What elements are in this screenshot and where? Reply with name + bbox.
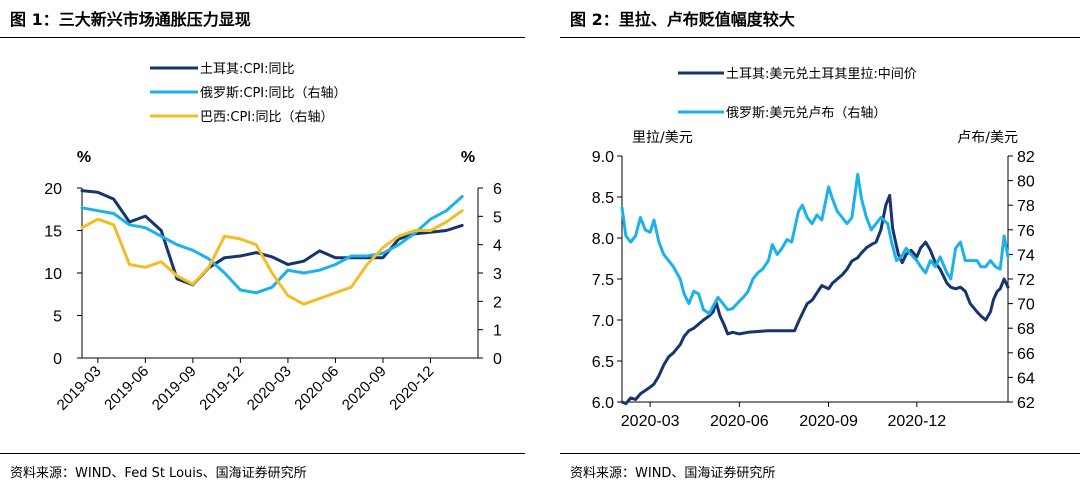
left-tick-label: 15 (44, 224, 62, 241)
right-tick-label: 5 (493, 209, 502, 226)
x-tick-label: 2020-03 (244, 363, 295, 414)
figure-2-chart: 里拉/美元 卢布/美元 6.0 6.5 7.0 7.5 8.0 8.5 9.0 62 64 66 68 7… (592, 67, 1035, 430)
right-tick-label: 4 (493, 238, 502, 255)
right-tick-label: 82 (1017, 149, 1035, 166)
left-tick-label: 6.0 (592, 395, 614, 412)
right-tick-label: 72 (1017, 272, 1035, 289)
right-tick-label: 1 (493, 323, 502, 340)
right-tick-label: 64 (1017, 370, 1035, 387)
right-tick-label: 6 (493, 181, 502, 198)
figure-2-bottom-rule (560, 453, 1080, 454)
figure-2-source: 资料来源：WIND、国海证券研究所 (570, 466, 776, 481)
x-tick-label: 2020-06 (710, 413, 769, 430)
left-tick-label: 8.0 (592, 231, 614, 248)
right-axis-unit: % (461, 149, 475, 166)
right-tick-label: 2 (493, 294, 502, 311)
right-tick-label: 74 (1017, 247, 1035, 264)
left-axis-unit: % (77, 149, 91, 166)
left-tick-label: 7.0 (592, 313, 614, 330)
figure-1-source: 资料来源：WIND、Fed St Louis、国海证券研究所 (10, 466, 307, 481)
figure-2-title-rule (560, 37, 1080, 38)
x-tick-label: 2020-12 (887, 413, 946, 430)
left-tick-label: 5 (53, 309, 62, 326)
series-line-lira (620, 193, 1010, 406)
legend-label-russia: 俄罗斯:CPI:同比（右轴） (200, 86, 347, 101)
left-tick-label: 10 (44, 266, 62, 283)
right-tick-label: 78 (1017, 198, 1035, 215)
legend-label-lira: 土耳其:美元兑土耳其里拉:中间价 (726, 67, 917, 82)
figure-1-bottom-rule (0, 453, 525, 454)
left-tick-label: 20 (44, 181, 62, 198)
right-tick-label: 68 (1017, 321, 1035, 338)
series-line-turkey (80, 189, 464, 287)
x-tick-label: 2019-06 (101, 363, 152, 414)
x-tick-label: 2020-03 (621, 413, 680, 430)
figure-2-panel: 图 2：里拉、卢布贬值幅度较大 里拉/美元 卢布/美元 6.0 6.5 7.0 7.5 8.… (560, 0, 1080, 488)
right-tick-label: 70 (1017, 297, 1035, 314)
left-tick-label: 9.0 (592, 149, 614, 166)
left-axis-unit: 里拉/美元 (632, 130, 693, 146)
figure-1-title: 图 1：三大新兴市场通胀压力显现 (10, 10, 251, 29)
left-tick-label: 7.5 (592, 272, 614, 289)
x-tick-label: 2020-09 (799, 413, 858, 430)
right-tick-label: 0 (493, 351, 502, 368)
x-tick-label: 2020-09 (339, 363, 390, 414)
left-tick-label: 6.5 (592, 354, 614, 371)
right-tick-label: 76 (1017, 223, 1035, 240)
x-tick-label: 2019-09 (149, 363, 200, 414)
right-tick-label: 66 (1017, 346, 1035, 363)
x-tick-label: 2019-03 (54, 363, 105, 414)
figure-1-panel: 图 1：三大新兴市场通胀压力显现 %% 0 5 10 15 20 0 1 2 3 4 5 6 2019-0… (0, 0, 525, 488)
legend-label-ruble: 俄罗斯:美元兑卢布（右轴） (726, 105, 886, 121)
series-line-ruble (620, 172, 1010, 315)
x-tick-label: 2019-12 (196, 363, 247, 414)
right-tick-label: 62 (1017, 395, 1035, 412)
x-tick-label: 2020-12 (386, 363, 437, 414)
right-tick-label: 80 (1017, 174, 1035, 191)
x-tick-label: 2020-06 (291, 363, 342, 414)
left-tick-label: 0 (53, 351, 62, 368)
series-line-brazil (80, 209, 464, 306)
legend-label-turkey: 土耳其:CPI:同比 (200, 62, 295, 77)
left-tick-label: 8.5 (592, 190, 614, 207)
legend-label-brazil: 巴西:CPI:同比（右轴） (200, 110, 334, 125)
right-axis-unit: 卢布/美元 (957, 130, 1018, 146)
series-line-russia (80, 195, 464, 295)
figure-2-title: 图 2：里拉、卢布贬值幅度较大 (570, 10, 795, 29)
figure-1-chart: % %0510152001234562019-032019-062019-0920… (44, 62, 502, 414)
figure-1-title-rule (0, 37, 525, 38)
right-tick-label: 3 (493, 266, 502, 283)
